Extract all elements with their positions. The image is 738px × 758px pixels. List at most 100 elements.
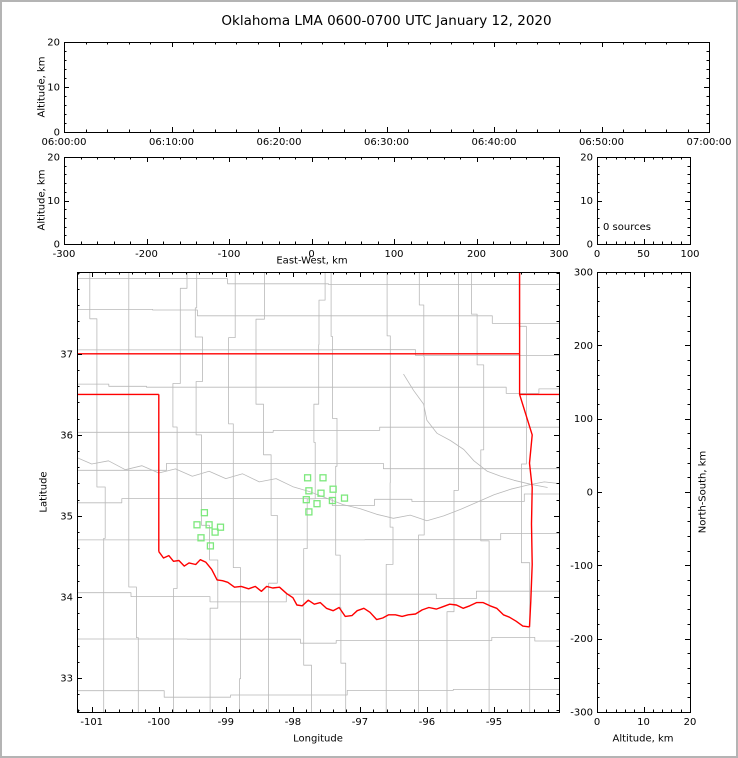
svg-text:-99: -99 <box>218 717 234 728</box>
svg-text:-97: -97 <box>352 717 368 728</box>
county-line <box>194 272 219 712</box>
tick-labels: 0 10 20 -300 -200 -100 0 100 200 300 <box>570 268 696 729</box>
county-line <box>77 278 559 285</box>
river-canadian <box>77 457 559 522</box>
svg-text:20: 20 <box>47 153 60 164</box>
svg-text:10: 10 <box>47 83 60 94</box>
axis-ticks <box>64 42 710 133</box>
county-line <box>77 463 559 471</box>
svg-text:34: 34 <box>60 592 73 603</box>
svg-text:36: 36 <box>60 430 73 441</box>
county-line <box>518 272 531 712</box>
svg-text:06:40:00: 06:40:00 <box>472 137 517 148</box>
state-border-red-river-south <box>158 551 530 628</box>
svg-text:300: 300 <box>549 249 568 260</box>
plan-view-xlabel: Longitude <box>293 733 343 745</box>
axis-ticks <box>77 272 559 712</box>
svg-text:0: 0 <box>594 717 600 728</box>
svg-text:33: 33 <box>60 674 73 685</box>
county-line <box>385 272 394 712</box>
svg-text:06:50:00: 06:50:00 <box>579 137 624 148</box>
lma-station-marker <box>305 508 313 516</box>
svg-text:-96: -96 <box>419 717 435 728</box>
svg-text:0: 0 <box>54 128 60 139</box>
ns-height-xlabel: Altitude, km <box>612 733 674 745</box>
source-count-annotation: 0 sources <box>603 222 651 233</box>
county-line <box>77 383 559 394</box>
tick-labels: 06:00:00 06:10:00 06:20:00 06:30:00 06:40:00… <box>42 38 732 149</box>
svg-text:20: 20 <box>580 153 593 164</box>
svg-text:0: 0 <box>587 488 593 499</box>
county-line <box>77 533 559 541</box>
figure-title: Oklahoma LMA 0600-0700 UTC January 12, 2… <box>221 13 552 29</box>
state-border-oklahoma-east <box>518 353 533 627</box>
lma-station-marker <box>206 542 215 550</box>
tick-labels: -300 -200 -100 0 100 200 300 0 10 20 <box>47 153 568 261</box>
svg-text:-100: -100 <box>147 717 170 728</box>
plan-view-ylabel: Latitude <box>38 471 50 513</box>
county-line <box>89 272 106 712</box>
svg-text:-100: -100 <box>570 561 593 572</box>
svg-text:100: 100 <box>384 249 403 260</box>
svg-text:0: 0 <box>54 240 60 251</box>
tick-labels: -101 -100 -99 -98 -97 -96 -95 33 34 35 36 37 <box>60 349 502 728</box>
ew-height-xlabel: East-West, km <box>276 255 348 267</box>
lma-station-marker <box>328 496 337 505</box>
svg-text:200: 200 <box>574 341 593 352</box>
lma-station-marker <box>319 474 327 482</box>
svg-text:07:00:00: 07:00:00 <box>687 137 732 148</box>
county-line <box>255 272 278 712</box>
plan-view-content <box>77 272 559 712</box>
svg-text:-101: -101 <box>80 717 103 728</box>
lma-station-marker <box>317 489 325 497</box>
county-line <box>77 689 559 698</box>
svg-text:06:10:00: 06:10:00 <box>149 137 194 148</box>
county-line <box>418 272 427 712</box>
county-line <box>303 272 326 712</box>
county-line <box>77 637 559 644</box>
county-line <box>77 426 559 433</box>
lma-station-marker <box>211 528 219 536</box>
svg-text:0: 0 <box>587 240 593 251</box>
svg-text:100: 100 <box>680 249 699 260</box>
lma-station-marker <box>340 494 349 502</box>
time-height-ylabel: Altitude, km <box>36 56 48 118</box>
lma-station-marker <box>205 521 213 529</box>
svg-text:-200: -200 <box>570 634 593 645</box>
svg-text:06:00:00: 06:00:00 <box>42 137 87 148</box>
tick-labels: 0 50 100 0 10 20 <box>580 153 699 261</box>
svg-text:200: 200 <box>467 249 486 260</box>
svg-text:0: 0 <box>594 249 600 260</box>
svg-text:10: 10 <box>637 717 650 728</box>
lma-station-marker <box>329 485 337 493</box>
county-line <box>446 272 459 712</box>
svg-text:-98: -98 <box>285 717 301 728</box>
svg-text:10: 10 <box>580 196 593 207</box>
svg-text:50: 50 <box>637 249 650 260</box>
ew-height-panel: -300 -200 -100 0 100 200 300 0 10 20 <box>47 153 568 261</box>
lma-station-marker <box>313 500 321 508</box>
svg-text:-200: -200 <box>135 249 158 260</box>
svg-text:300: 300 <box>574 268 593 279</box>
svg-text:35: 35 <box>60 511 73 522</box>
axis-ticks <box>597 157 691 245</box>
time-height-panel: 06:00:00 06:10:00 06:20:00 06:30:00 06:40:00… <box>42 38 732 149</box>
axis-ticks <box>64 157 560 245</box>
county-line <box>77 349 559 356</box>
map-layers <box>77 272 559 712</box>
lma-station-marker <box>305 487 313 495</box>
svg-text:06:20:00: 06:20:00 <box>257 137 302 148</box>
svg-text:20: 20 <box>47 38 60 49</box>
ns-height-panel: 0 10 20 -300 -200 -100 0 100 200 300 <box>570 268 696 729</box>
svg-text:-300: -300 <box>570 708 593 719</box>
svg-text:37: 37 <box>60 349 73 360</box>
lma-station-marker <box>302 496 310 504</box>
county-line <box>77 309 559 324</box>
svg-text:10: 10 <box>47 196 60 207</box>
county-line <box>471 272 490 712</box>
lma-station-marker <box>303 474 312 482</box>
alt-histogram-panel: 0 50 100 0 10 20 <box>580 153 699 261</box>
lma-station-marker <box>216 523 225 531</box>
